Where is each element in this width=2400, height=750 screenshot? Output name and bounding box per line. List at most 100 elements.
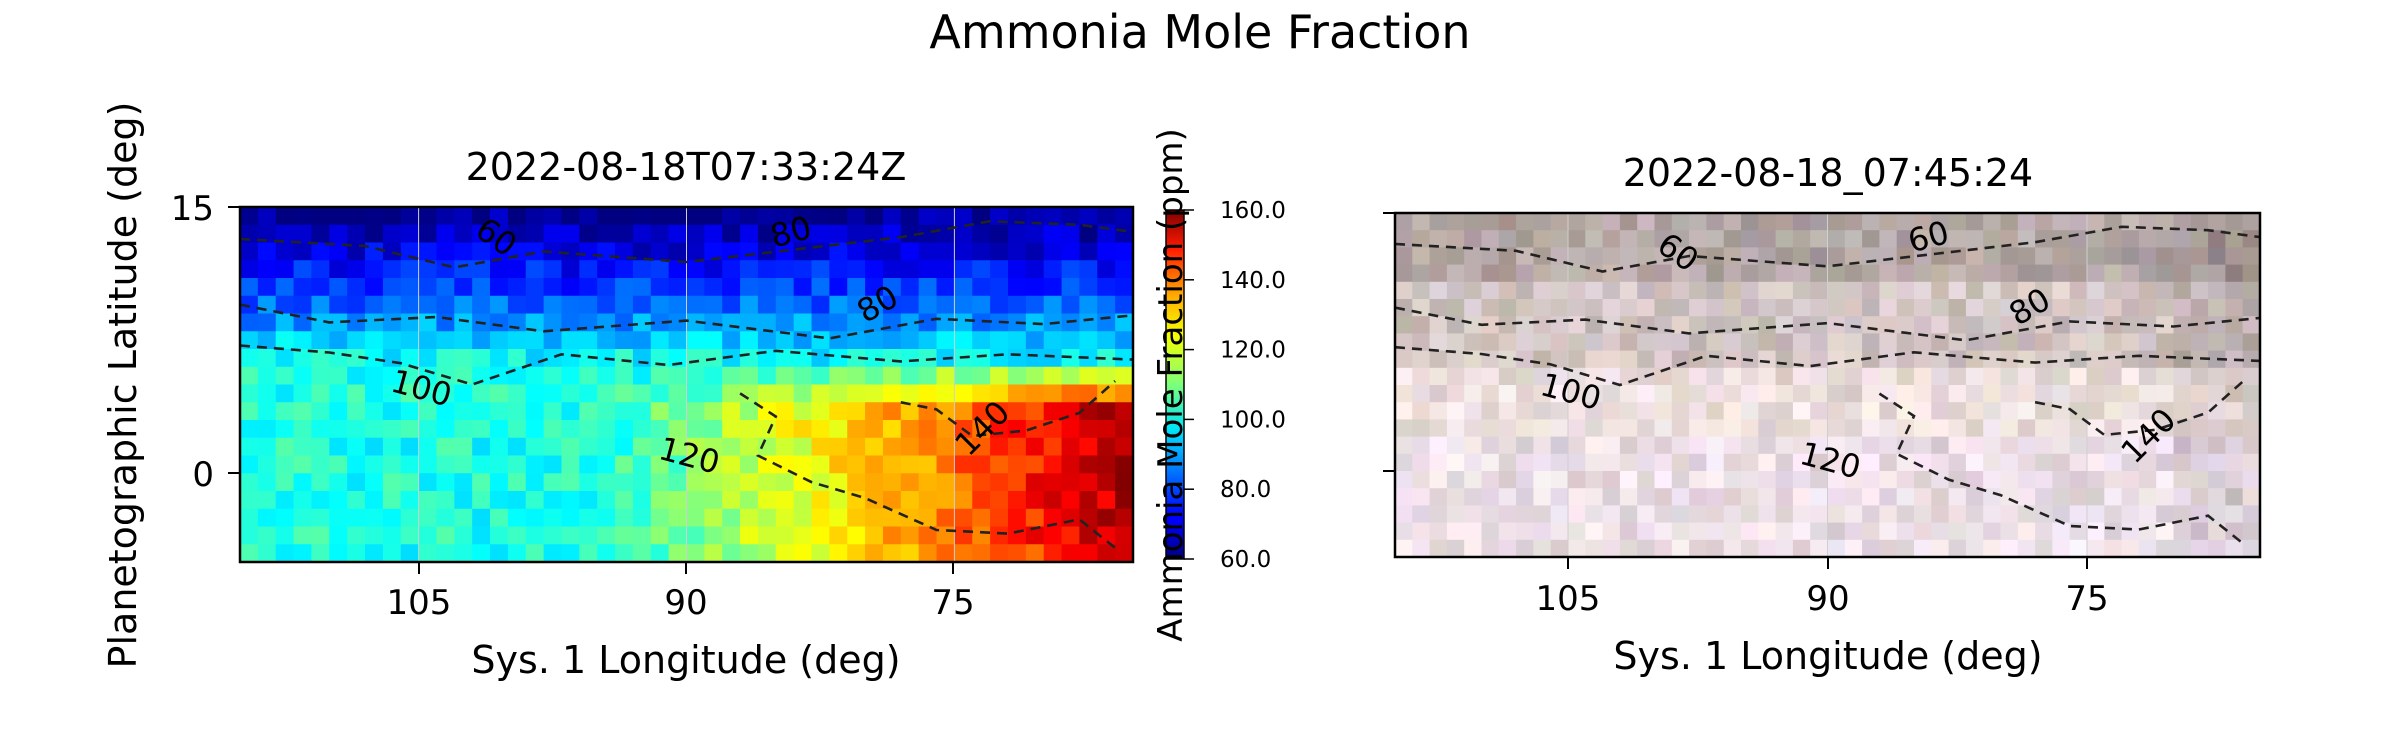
image-cell (472, 207, 491, 226)
image-cell (1931, 230, 1950, 248)
image-cell (704, 508, 723, 528)
image-cell (2242, 539, 2260, 557)
image-cell (615, 260, 634, 279)
image-cell (1896, 505, 1915, 524)
image-cell (311, 331, 330, 350)
image-cell (1671, 436, 1690, 455)
image-cell (1602, 333, 1621, 352)
image-cell (811, 491, 830, 510)
image-cell (311, 402, 330, 421)
image-cell (2190, 453, 2209, 472)
image-cell (525, 491, 545, 510)
image-cell (632, 331, 652, 350)
image-cell (793, 331, 813, 350)
image-cell (990, 473, 1009, 492)
image-cell (1654, 488, 1673, 506)
image-cell (1792, 522, 1811, 541)
image-cell (1671, 539, 1690, 557)
image-cell (990, 508, 1009, 528)
image-cell (632, 508, 652, 528)
image-cell (650, 366, 670, 386)
image-cell (2121, 299, 2140, 317)
image-cell (543, 526, 563, 545)
image-cell (1079, 366, 1098, 386)
image-cell (1896, 281, 1915, 300)
image-cell (2000, 471, 2019, 489)
image-cell (382, 491, 402, 510)
image-cell (972, 491, 991, 510)
image-cell (1775, 419, 1794, 438)
image-cell (1844, 402, 1863, 420)
image-cell (1498, 436, 1517, 455)
image-cell (1025, 491, 1045, 510)
image-cell (507, 544, 527, 562)
image-cell (2156, 230, 2175, 248)
image-cell (1862, 436, 1880, 455)
image-cell (2087, 539, 2105, 557)
image-cell (1792, 247, 1811, 266)
image-cell (2242, 488, 2260, 506)
image-cell (615, 224, 634, 244)
image-cell (2156, 213, 2175, 231)
image-cell (1481, 316, 1500, 334)
image-cell (1446, 385, 1465, 403)
image-cell (1007, 491, 1027, 510)
image-cell (1896, 367, 1915, 386)
image-cell (347, 349, 366, 368)
image-cell (2190, 281, 2209, 300)
image-cell (1827, 299, 1846, 317)
image-cell (1775, 505, 1794, 524)
image-cell (1568, 471, 1586, 489)
image-cell (900, 402, 920, 421)
image-cell (2087, 385, 2105, 403)
image-cell (2242, 367, 2260, 386)
left-gridlines (418, 207, 955, 562)
image-cell (740, 437, 759, 457)
image-cell (525, 366, 545, 386)
image-cell (1741, 402, 1759, 420)
image-cell (1061, 526, 1081, 545)
image-cell (2121, 264, 2140, 283)
image-cell (2121, 453, 2140, 472)
image-cell (2087, 247, 2105, 266)
image-cell (2242, 247, 2260, 266)
image-cell (1654, 264, 1673, 283)
image-cell (722, 384, 741, 403)
image-cell (740, 420, 759, 439)
image-cell (1879, 436, 1898, 455)
image-cell (472, 402, 491, 421)
image-cell (1758, 453, 1777, 472)
right-image (1395, 213, 2260, 557)
image-cell (507, 278, 527, 297)
image-cell (1550, 333, 1569, 352)
image-cell (472, 224, 491, 244)
image-cell (1429, 299, 1448, 317)
image-cell (1827, 402, 1846, 420)
image-cell (900, 242, 920, 261)
image-cell (1741, 316, 1759, 334)
image-cell (722, 526, 741, 545)
image-cell (1758, 436, 1777, 455)
image-cell (972, 384, 991, 403)
image-cell (1758, 522, 1777, 541)
image-cell (1602, 453, 1621, 472)
image-cell (1079, 384, 1098, 403)
image-cell (650, 313, 670, 332)
image-cell (311, 366, 330, 386)
image-cell (1706, 247, 1725, 266)
image-cell (329, 260, 348, 279)
image-cell (1568, 213, 1586, 231)
figure-title: Ammonia Mole Fraction (929, 5, 1470, 59)
image-cell (2242, 471, 2260, 489)
image-cell (382, 207, 402, 226)
image-cell (436, 491, 455, 510)
image-cell (561, 278, 580, 297)
image-cell (1602, 299, 1621, 317)
image-cell (1844, 333, 1863, 352)
image-cell (418, 473, 438, 492)
image-cell (775, 295, 795, 315)
image-cell (1706, 539, 1725, 557)
image-cell (1879, 471, 1898, 489)
image-cell (418, 420, 438, 439)
image-cell (704, 242, 723, 261)
